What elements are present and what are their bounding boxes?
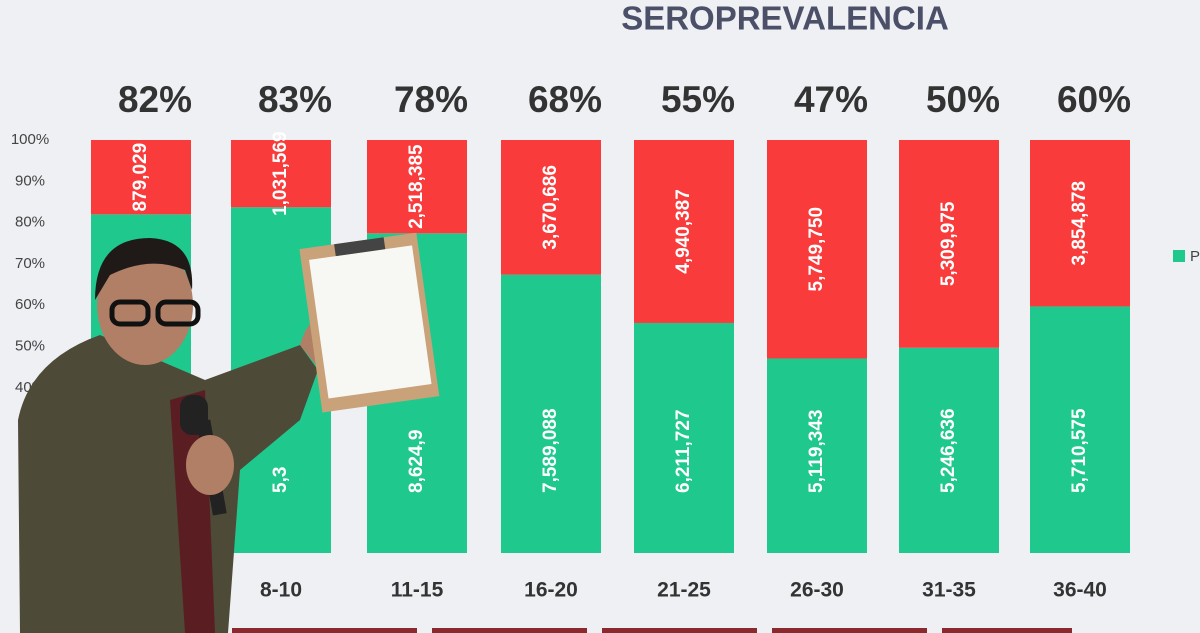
bottom-stripes: [232, 628, 1072, 633]
share-label: 47%: [794, 79, 868, 120]
bar-segment: [634, 140, 734, 323]
share-label: 55%: [661, 79, 735, 120]
y-tick-label: 80%: [15, 214, 45, 231]
segment-label: 8,624,9: [406, 430, 427, 493]
legend-label: P: [1190, 248, 1200, 265]
segment-label: 3,854,878: [1069, 181, 1090, 266]
x-tick-label: 36-40: [1053, 579, 1107, 602]
segment-label: 5,749,750: [806, 207, 827, 292]
bar-segment: [899, 347, 999, 553]
bar-segment: [899, 140, 999, 348]
bar-segment: [367, 140, 467, 234]
presenter: [18, 238, 340, 633]
bar-segment: [501, 274, 601, 553]
bar-segment: [231, 140, 331, 208]
y-tick-label: 90%: [15, 172, 45, 189]
segment-label: 2,518,385: [406, 144, 427, 229]
segment-label: 5,119,343: [806, 410, 827, 493]
x-tick-label: 16-20: [524, 579, 578, 602]
legend-swatch: [1173, 250, 1185, 262]
bar-segment: [501, 140, 601, 275]
x-tick-label: 11-15: [391, 579, 444, 602]
bar-segment: [91, 140, 191, 215]
segment-label: 5,3: [270, 467, 291, 493]
segment-label: 1,031,569: [270, 131, 291, 216]
segment-label: 5,309,975: [938, 201, 959, 286]
clipboard: [299, 232, 440, 413]
y-tick-label: 60%: [15, 296, 45, 313]
segment-label: 5,710,575: [1069, 408, 1090, 493]
chart-title: SEROPREVALENCIA: [621, 0, 949, 37]
bar-segment: [767, 358, 867, 553]
y-tick-label: 50%: [15, 337, 45, 354]
y-tick-label: 100%: [11, 131, 49, 148]
bar-segment: [1030, 140, 1130, 307]
segment-label: 4,940,387: [673, 189, 694, 274]
bar-segment: [767, 140, 867, 359]
segment-label: 6,211,727: [673, 410, 694, 493]
share-label: 50%: [926, 79, 1000, 120]
share-label: 82%: [118, 79, 192, 120]
x-tick-label: 31-35: [922, 579, 976, 602]
bar-segment: [634, 322, 734, 553]
bar-segment: [1030, 306, 1130, 553]
y-tick-label: 70%: [15, 255, 45, 272]
segment-label: 5,246,636: [938, 408, 959, 493]
segment-label: 879,029: [130, 143, 151, 212]
segment-label: 3,670,686: [540, 165, 561, 250]
share-label: 83%: [258, 79, 332, 120]
x-tick-label: 21-25: [657, 579, 711, 602]
x-tick-label: 8-10: [260, 579, 302, 602]
x-tick-label: 26-30: [790, 579, 844, 602]
share-label: 60%: [1057, 79, 1131, 120]
share-label: 78%: [394, 79, 468, 120]
segment-label: 7,589,088: [540, 408, 561, 493]
share-label: 68%: [528, 79, 602, 120]
